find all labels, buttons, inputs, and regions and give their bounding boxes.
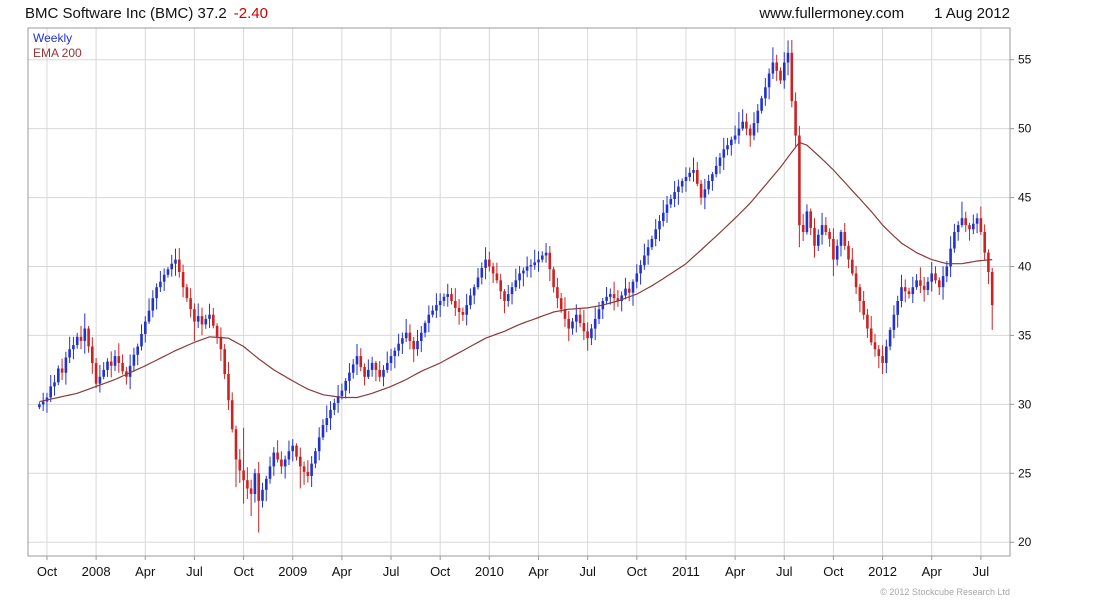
svg-text:Jul: Jul — [579, 564, 596, 579]
svg-text:Jul: Jul — [776, 564, 793, 579]
svg-text:Apr: Apr — [528, 564, 549, 579]
svg-text:Oct: Oct — [430, 564, 451, 579]
source-site: www.fullermoney.com — [759, 5, 905, 22]
instrument-title: BMC Software Inc (BMC) 37.2 — [25, 5, 227, 22]
chart-header-right: www.fullermoney.com 1 Aug 2012 — [759, 5, 1010, 22]
svg-text:Oct: Oct — [627, 564, 648, 579]
svg-text:Apr: Apr — [135, 564, 156, 579]
svg-text:Jul: Jul — [186, 564, 203, 579]
svg-text:2010: 2010 — [475, 564, 504, 579]
svg-text:Jul: Jul — [973, 564, 990, 579]
svg-text:25: 25 — [1018, 466, 1032, 480]
svg-text:Oct: Oct — [823, 564, 844, 579]
svg-text:2008: 2008 — [82, 564, 111, 579]
svg-text:2009: 2009 — [278, 564, 307, 579]
svg-text:Apr: Apr — [332, 564, 353, 579]
chart-header: BMC Software Inc (BMC) 37.2 -2.40 — [25, 5, 268, 22]
chart-date: 1 Aug 2012 — [934, 5, 1010, 22]
svg-text:Oct: Oct — [37, 564, 58, 579]
svg-text:Apr: Apr — [922, 564, 943, 579]
svg-text:45: 45 — [1018, 191, 1032, 205]
price-change: -2.40 — [233, 5, 268, 22]
svg-text:2011: 2011 — [672, 564, 700, 579]
legend-ema: EMA 200 — [33, 46, 82, 60]
svg-text:55: 55 — [1018, 53, 1032, 67]
svg-text:40: 40 — [1018, 259, 1032, 273]
legend-timeframe: Weekly — [33, 31, 73, 45]
svg-text:35: 35 — [1018, 328, 1032, 342]
svg-text:Apr: Apr — [725, 564, 746, 579]
copyright-notice: © 2012 Stockcube Research Ltd — [880, 587, 1010, 597]
svg-text:Oct: Oct — [233, 564, 254, 579]
svg-text:30: 30 — [1018, 397, 1032, 411]
svg-text:50: 50 — [1018, 122, 1032, 136]
svg-text:Jul: Jul — [383, 564, 400, 579]
chart-legend: Weekly EMA 200 — [33, 31, 82, 61]
svg-text:2012: 2012 — [868, 564, 897, 579]
svg-text:20: 20 — [1018, 535, 1032, 549]
